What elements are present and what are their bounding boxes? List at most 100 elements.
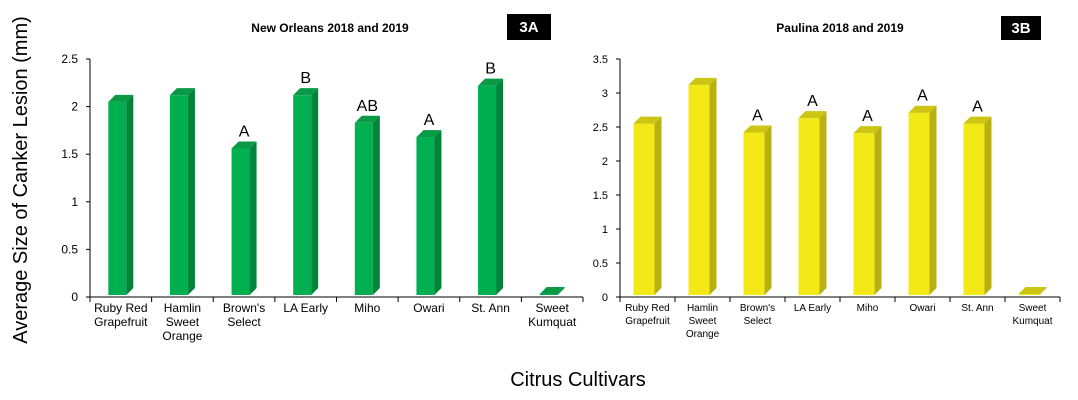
bar-top-2 [688, 77, 717, 85]
panel-badge-bg [507, 14, 551, 40]
bar-1 [108, 101, 127, 295]
bar-side-4 [311, 88, 319, 296]
bar-top-1 [633, 116, 662, 124]
y-tick-label: 2 [602, 156, 608, 168]
bar-side-8 [1039, 287, 1047, 295]
bar-top-4 [293, 88, 319, 96]
bar-top-6 [908, 105, 937, 113]
bar-side-6 [929, 105, 937, 295]
y-tick-label: 2.5 [593, 122, 608, 134]
bar-top-4 [798, 111, 827, 119]
panel-badge-label: 3A [519, 19, 538, 36]
bar-7 [478, 85, 497, 295]
bar-6 [908, 112, 930, 295]
bar-6 [416, 137, 435, 295]
bar-side-3 [249, 141, 257, 295]
x-tick-label: LA Early [283, 301, 328, 315]
bar-letter-7: A [972, 99, 983, 116]
bar-top-3 [231, 141, 257, 149]
bar-5 [853, 133, 875, 295]
bar-top-7 [963, 116, 992, 124]
bar-7 [963, 123, 985, 295]
chart-title: New Orleans 2018 and 2019 [251, 21, 409, 35]
y-tick-label: 0 [71, 290, 78, 304]
x-tick-label: Sweet Kumquat [528, 301, 577, 329]
bar-side-1 [126, 94, 134, 295]
bar-2 [169, 95, 188, 296]
bar-side-7 [496, 78, 504, 295]
bar-top-8 [1018, 287, 1047, 294]
bar-2 [688, 84, 710, 295]
bar-3 [743, 132, 765, 295]
y-tick-label: 0 [602, 292, 608, 304]
x-axis-label: Citrus Cultivars [510, 369, 646, 391]
bar-top-2 [169, 88, 195, 96]
x-tick-label: Owari [413, 301, 444, 315]
bar-4 [798, 118, 820, 295]
x-tick-label: Ruby Red Grapefruit [625, 303, 670, 327]
y-tick-label: 3.5 [593, 54, 608, 66]
bar-side-7 [984, 116, 992, 295]
bar-8 [539, 294, 558, 295]
bar-top-5 [853, 126, 882, 134]
y-tick-label: 1.5 [61, 147, 78, 161]
x-tick-label: LA Early [794, 303, 831, 314]
y-tick-label: 0.5 [593, 258, 608, 270]
bar-top-7 [478, 78, 504, 86]
bar-letter-4: B [300, 70, 311, 87]
bar-4 [293, 95, 312, 296]
bar-side-1 [654, 116, 662, 295]
bar-top-8 [539, 287, 565, 294]
x-tick-label: Brown's Select [223, 301, 265, 329]
x-tick-label: St. Ann [471, 301, 510, 315]
bar-8 [1018, 294, 1040, 295]
bar-top-6 [416, 130, 442, 138]
x-tick-label: Owari [909, 303, 935, 314]
bar-letter-7: B [485, 61, 496, 78]
bar-1 [633, 123, 655, 295]
bar-letter-6: A [917, 88, 928, 105]
x-tick-label: Ruby Red Grapefruit [94, 301, 148, 329]
bar-side-5 [874, 126, 882, 296]
bar-letter-4: A [807, 93, 818, 110]
bar-letter-5: AB [357, 98, 378, 115]
y-tick-label: 2.5 [61, 52, 78, 66]
x-tick-label: Hamlin Sweet Orange [686, 303, 720, 340]
chart-panel-3A: New Orleans 2018 and 2019 3A 0 0.5 1 1.5 2 2.5 R… [61, 14, 584, 343]
bar-side-2 [709, 77, 717, 295]
y-axis-label: Average Size of Canker Lesion (mm) [10, 16, 32, 344]
bar-side-2 [187, 88, 195, 296]
bar-side-4 [819, 111, 827, 295]
x-tick-label: Sweet Kumquat [1012, 303, 1052, 327]
chart-panels: New Orleans 2018 and 2019 3A00.511.522.5R… [61, 14, 1061, 343]
bar-letter-3: A [752, 107, 763, 124]
panel-badge-label: 3B [1011, 20, 1030, 37]
bar-side-8 [557, 287, 565, 295]
bar-letter-3: A [239, 123, 250, 140]
x-tick-label: Hamlin Sweet Orange [162, 301, 202, 343]
x-tick-label: Brown's Select [740, 303, 775, 327]
bar-letter-6: A [424, 112, 435, 129]
y-tick-label: 1 [602, 224, 608, 236]
panel-badge-bg [1001, 16, 1041, 40]
bar-3 [231, 148, 250, 295]
bar-side-3 [764, 125, 772, 295]
chart-panel-3B: Paulina 2018 and 2019 3B 0 0.5 1 1.5 2 2.5 3 3.5 R… [593, 16, 1061, 340]
bar-top-3 [743, 125, 772, 133]
y-tick-label: 1 [71, 195, 78, 209]
bar-side-5 [372, 115, 380, 295]
chart-title: Paulina 2018 and 2019 [776, 21, 904, 35]
bar-letter-5: A [862, 108, 873, 125]
x-tick-label: St. Ann [961, 303, 993, 314]
y-tick-label: 1.5 [593, 190, 608, 202]
x-tick-label: Miho [857, 303, 879, 314]
bar-top-5 [354, 115, 380, 123]
y-tick-label: 0.5 [61, 242, 78, 256]
bar-side-6 [434, 130, 442, 295]
bar-5 [354, 122, 373, 295]
x-tick-label: Miho [354, 301, 380, 315]
y-tick-label: 2 [71, 100, 78, 114]
y-tick-label: 3 [602, 88, 608, 100]
bar-top-1 [108, 94, 134, 102]
